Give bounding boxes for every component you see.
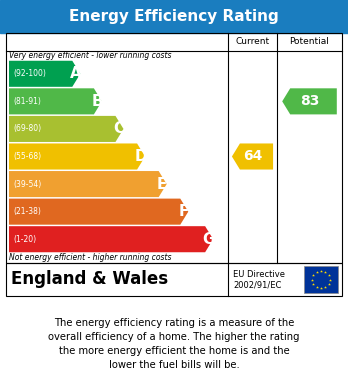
Text: Very energy efficient - lower running costs: Very energy efficient - lower running co… xyxy=(9,52,172,61)
Text: D: D xyxy=(134,149,147,164)
Polygon shape xyxy=(9,143,145,170)
Text: Current: Current xyxy=(236,38,270,47)
Text: The energy efficiency rating is a measure of the
overall efficiency of a home. T: The energy efficiency rating is a measur… xyxy=(48,317,300,369)
Text: (69-80): (69-80) xyxy=(13,124,41,133)
Polygon shape xyxy=(9,116,124,142)
Text: E: E xyxy=(157,177,167,192)
Text: C: C xyxy=(113,122,125,136)
Text: Not energy efficient - higher running costs: Not energy efficient - higher running co… xyxy=(9,253,172,262)
Polygon shape xyxy=(9,171,167,197)
Polygon shape xyxy=(282,88,337,115)
Polygon shape xyxy=(232,143,273,170)
Text: Energy Efficiency Rating: Energy Efficiency Rating xyxy=(69,9,279,24)
Polygon shape xyxy=(9,226,213,252)
Bar xyxy=(304,266,338,293)
Text: G: G xyxy=(203,232,215,247)
Text: (21-38): (21-38) xyxy=(13,207,41,216)
Text: F: F xyxy=(179,204,189,219)
Text: (92-100): (92-100) xyxy=(13,69,46,78)
Text: 83: 83 xyxy=(300,94,319,108)
Polygon shape xyxy=(9,61,80,87)
Bar xyxy=(0,0,348,33)
Text: B: B xyxy=(92,94,103,109)
Text: (55-68): (55-68) xyxy=(13,152,41,161)
Text: (81-91): (81-91) xyxy=(13,97,41,106)
Polygon shape xyxy=(9,88,102,115)
Text: EU Directive
2002/91/EC: EU Directive 2002/91/EC xyxy=(233,270,285,289)
Text: (1-20): (1-20) xyxy=(13,235,36,244)
Text: England & Wales: England & Wales xyxy=(11,271,168,289)
Text: Potential: Potential xyxy=(290,38,330,47)
Text: A: A xyxy=(70,66,82,81)
Bar xyxy=(6,263,342,296)
Bar xyxy=(6,33,342,263)
Polygon shape xyxy=(9,199,188,225)
Text: (39-54): (39-54) xyxy=(13,179,41,188)
Text: 64: 64 xyxy=(243,149,262,163)
